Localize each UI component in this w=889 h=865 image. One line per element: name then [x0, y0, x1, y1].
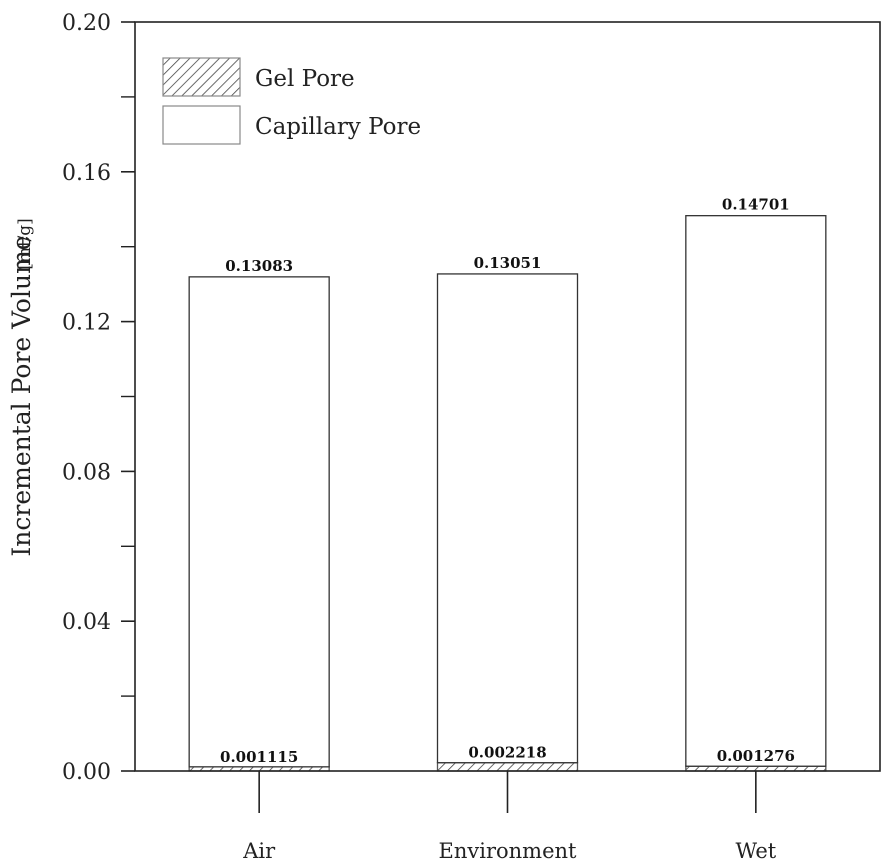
value-label-capillary-pore: 0.13051: [474, 254, 542, 272]
legend-label-gel-pore: Gel Pore: [255, 66, 355, 92]
x-category-label: Environment: [439, 839, 578, 863]
legend-label-capillary-pore: Capillary Pore: [255, 114, 421, 140]
y-axis-unit: [ml/g]: [15, 218, 35, 269]
y-tick-label: 0.16: [62, 161, 111, 186]
bar-capillary-pore: [188, 276, 330, 768]
x-category-label: Air: [242, 839, 276, 863]
legend-swatch-capillary-pore: [162, 105, 241, 145]
x-category-label: Wet: [735, 839, 776, 863]
plot-frame: [134, 21, 881, 772]
y-tick-label: 0.04: [62, 610, 111, 635]
legend: Gel Pore Capillary Pore: [162, 57, 421, 145]
bars: [188, 215, 827, 772]
value-labels: 0.001115 0.13083 0.002218 0.13051 0.001276 0.…: [220, 196, 795, 766]
bar-gel-pore: [436, 762, 579, 772]
value-label-gel-pore: 0.002218: [468, 744, 546, 762]
value-label-capillary-pore: 0.14701: [722, 196, 790, 214]
value-label-gel-pore: 0.001276: [717, 747, 795, 765]
y-axis-label: Incremental Pore Volume: [7, 235, 36, 556]
y-tick-label: 0.00: [62, 760, 111, 785]
bar-capillary-pore: [685, 215, 827, 767]
y-tick-label: 0.20: [62, 11, 111, 36]
y-tick-label: 0.08: [62, 460, 111, 485]
axis-ticks: 0.00 0.04 0.08 0.12 0.16 0.20 Air Environment We…: [62, 11, 777, 863]
bar-capillary-pore: [436, 273, 579, 764]
y-tick-label: 0.12: [62, 311, 111, 336]
value-label-capillary-pore: 0.13083: [225, 257, 293, 275]
legend-swatch-gel-pore: [162, 57, 241, 97]
value-label-gel-pore: 0.001115: [220, 748, 298, 766]
